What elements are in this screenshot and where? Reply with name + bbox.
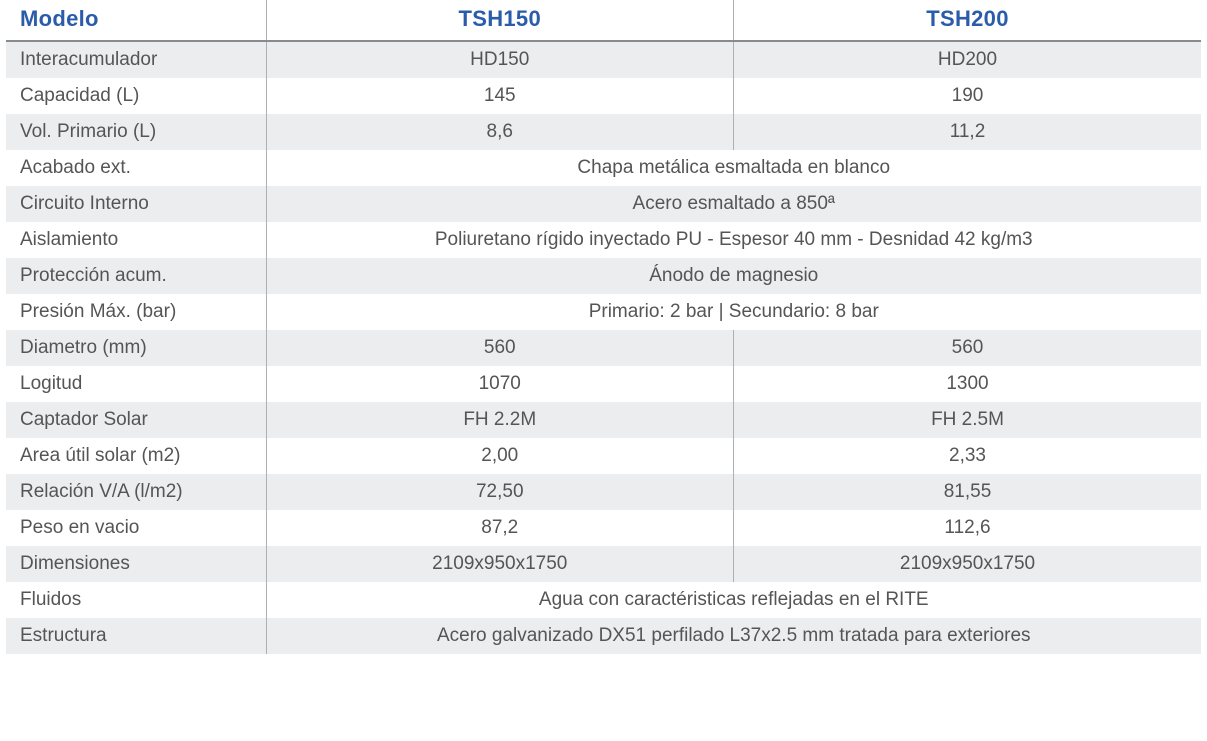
spec-table: Modelo TSH150 TSH200 InteracumuladorHD15…: [6, 0, 1201, 654]
row-merged-value: Acero esmaltado a 850ª: [266, 186, 1201, 222]
row-label: Estructura: [6, 618, 266, 654]
row-value: FH 2.5M: [734, 402, 1202, 438]
row-value: 145: [266, 78, 734, 114]
row-value: 81,55: [734, 474, 1202, 510]
row-value: 2109x950x1750: [266, 546, 734, 582]
row-label: Relación V/A (l/m2): [6, 474, 266, 510]
row-merged-value: Ánodo de magnesio: [266, 258, 1201, 294]
row-label: Protección acum.: [6, 258, 266, 294]
table-row: Diametro (mm)560560: [6, 330, 1201, 366]
row-value: 560: [266, 330, 734, 366]
row-value: 2109x950x1750: [734, 546, 1202, 582]
table-row: InteracumuladorHD150HD200: [6, 41, 1201, 78]
row-value: 112,6: [734, 510, 1202, 546]
table-row: Acabado ext.Chapa metálica esmaltada en …: [6, 150, 1201, 186]
header-label: Modelo: [6, 0, 266, 41]
table-row: Vol. Primario (L)8,611,2: [6, 114, 1201, 150]
row-value: 190: [734, 78, 1202, 114]
table-row: Protección acum.Ánodo de magnesio: [6, 258, 1201, 294]
table-row: Dimensiones2109x950x17502109x950x1750: [6, 546, 1201, 582]
row-label: Logitud: [6, 366, 266, 402]
table-row: Capacidad (L)145190: [6, 78, 1201, 114]
table-row: FluidosAgua con caractéristicas reflejad…: [6, 582, 1201, 618]
row-label: Area útil solar (m2): [6, 438, 266, 474]
row-value: HD200: [734, 41, 1202, 78]
row-label: Acabado ext.: [6, 150, 266, 186]
table-row: Peso en vacio87,2112,6: [6, 510, 1201, 546]
spec-table-body: InteracumuladorHD150HD200Capacidad (L)14…: [6, 41, 1201, 654]
row-value: 2,00: [266, 438, 734, 474]
row-value: FH 2.2M: [266, 402, 734, 438]
row-label: Dimensiones: [6, 546, 266, 582]
row-value: 560: [734, 330, 1202, 366]
table-row: AislamientoPoliuretano rígido inyectado …: [6, 222, 1201, 258]
table-row: Captador SolarFH 2.2MFH 2.5M: [6, 402, 1201, 438]
row-label: Capacidad (L): [6, 78, 266, 114]
row-merged-value: Acero galvanizado DX51 perfilado L37x2.5…: [266, 618, 1201, 654]
row-value: 11,2: [734, 114, 1202, 150]
row-merged-value: Primario: 2 bar | Secundario: 8 bar: [266, 294, 1201, 330]
row-value: 72,50: [266, 474, 734, 510]
row-label: Fluidos: [6, 582, 266, 618]
table-row: EstructuraAcero galvanizado DX51 perfila…: [6, 618, 1201, 654]
header-row: Modelo TSH150 TSH200: [6, 0, 1201, 41]
row-merged-value: Chapa metálica esmaltada en blanco: [266, 150, 1201, 186]
row-value: 1070: [266, 366, 734, 402]
row-label: Captador Solar: [6, 402, 266, 438]
row-label: Peso en vacio: [6, 510, 266, 546]
row-label: Aislamiento: [6, 222, 266, 258]
row-value: 87,2: [266, 510, 734, 546]
row-value: 2,33: [734, 438, 1202, 474]
row-label: Presión Máx. (bar): [6, 294, 266, 330]
table-row: Area útil solar (m2)2,002,33: [6, 438, 1201, 474]
row-label: Interacumulador: [6, 41, 266, 78]
row-label: Diametro (mm): [6, 330, 266, 366]
table-row: Presión Máx. (bar)Primario: 2 bar | Secu…: [6, 294, 1201, 330]
row-merged-value: Agua con caractéristicas reflejadas en e…: [266, 582, 1201, 618]
row-merged-value: Poliuretano rígido inyectado PU - Espeso…: [266, 222, 1201, 258]
header-col-1: TSH150: [266, 0, 734, 41]
row-value: 8,6: [266, 114, 734, 150]
spec-sheet: Modelo TSH150 TSH200 InteracumuladorHD15…: [0, 0, 1207, 666]
row-label: Vol. Primario (L): [6, 114, 266, 150]
header-col-2: TSH200: [734, 0, 1202, 41]
row-label: Circuito Interno: [6, 186, 266, 222]
row-value: HD150: [266, 41, 734, 78]
table-row: Circuito InternoAcero esmaltado a 850ª: [6, 186, 1201, 222]
row-value: 1300: [734, 366, 1202, 402]
table-row: Logitud10701300: [6, 366, 1201, 402]
table-row: Relación V/A (l/m2)72,5081,55: [6, 474, 1201, 510]
